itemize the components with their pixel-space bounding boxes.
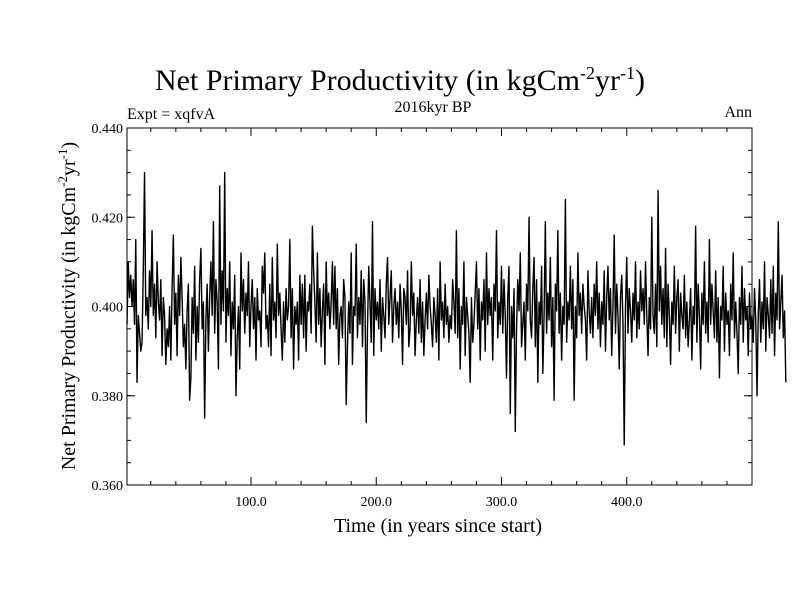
- y-tick-label: 0.440: [92, 122, 124, 137]
- x-axis-label: Time (in years since start): [334, 515, 542, 537]
- season-label: Ann: [724, 104, 752, 121]
- x-tick-label: 100.0: [235, 495, 267, 510]
- x-tick-label: 200.0: [360, 495, 392, 510]
- plot-area: 0.360 0.380 0.400 0.420 0.440 100.0 200.0 300.0…: [92, 122, 787, 510]
- x-tick-label: 300.0: [486, 495, 518, 510]
- y-tick-label: 0.380: [92, 390, 124, 405]
- experiment-label: Expt = xqfvA: [127, 106, 216, 123]
- chart-title: Net Primary Productivity (in kgCm-2yr-1): [155, 63, 645, 97]
- y-axis-label: Net Primary Productivity (in kgCm-2yr-1): [55, 142, 80, 470]
- y-tick-label: 0.400: [92, 301, 124, 316]
- y-tick-label: 0.360: [92, 479, 124, 494]
- x-tick-label: 400.0: [611, 495, 643, 510]
- series-line: [126, 171, 787, 446]
- chart-subtitle: 2016kyr BP: [395, 99, 472, 116]
- y-tick-label: 0.420: [92, 211, 124, 226]
